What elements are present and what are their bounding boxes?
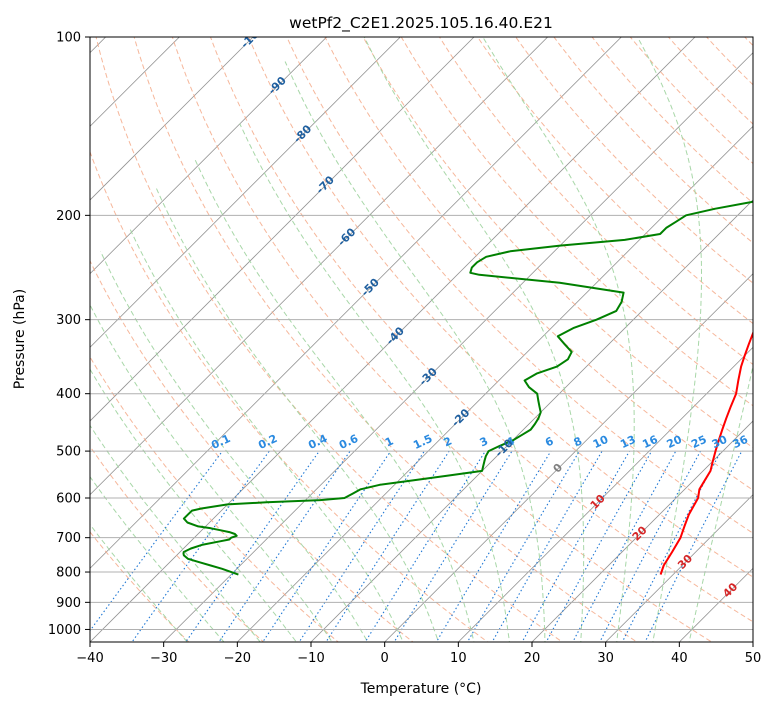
x-tick-label: 0 <box>381 651 389 666</box>
isotherm-line <box>90 37 254 201</box>
moist-adiabat <box>100 251 369 642</box>
isotherm-line <box>90 37 475 422</box>
moist-adiabat <box>193 157 475 642</box>
y-tick-label: 500 <box>56 445 81 460</box>
profile-series <box>182 200 753 576</box>
dry-adiabat <box>515 37 753 284</box>
isotherm-line <box>90 37 401 348</box>
y-tick-label: 900 <box>56 596 81 611</box>
x-tick-label: −40 <box>76 651 103 666</box>
isotherm-line <box>310 199 753 642</box>
isotherm-line <box>384 273 753 642</box>
x-axis-title: Temperature (°C) <box>360 681 482 697</box>
y-tick-label: 300 <box>56 313 81 328</box>
x-axis: −40 −30 −20 −10 0 10 20 30 40 50 <box>76 642 761 666</box>
x-tick-label: 40 <box>671 651 688 666</box>
dry-adiabat <box>90 356 339 642</box>
y-tick-label: 800 <box>56 566 81 581</box>
y-tick-label: 600 <box>56 492 81 507</box>
dry-adiabat <box>438 37 753 366</box>
mixing-ratio-label: 30 <box>710 433 730 451</box>
moist-adiabat <box>637 37 702 642</box>
mixing-ratio-label: 16 <box>640 433 660 451</box>
dry-adiabat <box>90 150 489 642</box>
isotherm-line <box>163 52 753 642</box>
mixing-ratio-label: 36 <box>731 433 751 451</box>
isotherm-line <box>90 37 549 496</box>
moist-adiabat <box>90 475 225 642</box>
y-tick-label: 1000 <box>48 623 81 638</box>
dry-adiabat <box>476 37 753 325</box>
x-tick-label: −10 <box>297 651 324 666</box>
dry-adiabat <box>209 37 753 623</box>
plot-frame <box>89 36 754 643</box>
mixing-ratio-label: 13 <box>618 433 637 451</box>
dewpoint-line <box>182 200 753 576</box>
moist-adiabat <box>284 61 546 642</box>
isotherm-line <box>531 420 753 642</box>
isotherm-line <box>236 125 753 642</box>
mixing-ratio-label: 10 <box>591 433 611 451</box>
moist-adiabat <box>90 303 333 642</box>
x-tick-label: −20 <box>224 651 251 666</box>
dry-adiabat <box>591 37 753 204</box>
chart-title: wetPf2_C2E1.2025.105.16.40.E21 <box>289 14 553 33</box>
y-axis: 100 200 300 400 500 600 700 800 900 1000 <box>48 31 90 638</box>
temperature-line <box>659 330 753 575</box>
dry-adiabat <box>286 37 753 534</box>
background-lines <box>90 37 753 642</box>
dry-adiabat <box>553 37 753 244</box>
mixing-ratio-label: 25 <box>689 433 708 451</box>
x-tick-label: −30 <box>150 651 177 666</box>
pressure-gridlines <box>90 37 753 630</box>
dry-adiabat <box>95 37 564 642</box>
dry-adiabat <box>90 259 414 642</box>
y-tick-label: 200 <box>56 209 81 224</box>
isotherm-line <box>605 494 753 642</box>
isotherm-line <box>90 37 328 275</box>
moist-adiabat <box>90 424 261 642</box>
y-tick-label: 700 <box>56 531 81 546</box>
dry-adiabat <box>362 37 753 449</box>
isotherm-line <box>457 346 753 642</box>
mixing-ratio-label: 20 <box>665 433 685 451</box>
y-tick-label: 400 <box>56 387 81 402</box>
y-tick-label: 100 <box>56 31 81 46</box>
moist-adiabat <box>90 368 297 642</box>
dry-adiabat <box>171 37 713 642</box>
x-tick-label: 10 <box>450 651 467 666</box>
moist-adiabat <box>129 227 404 642</box>
x-tick-label: 50 <box>745 651 762 666</box>
x-tick-label: 20 <box>524 651 541 666</box>
moist-adiabat <box>90 523 188 642</box>
moist-adiabat <box>155 187 440 642</box>
dry-adiabat <box>400 37 753 407</box>
y-axis-title: Pressure (hPa) <box>12 289 28 389</box>
dry-adiabat <box>133 37 638 642</box>
x-tick-label: 30 <box>597 651 614 666</box>
